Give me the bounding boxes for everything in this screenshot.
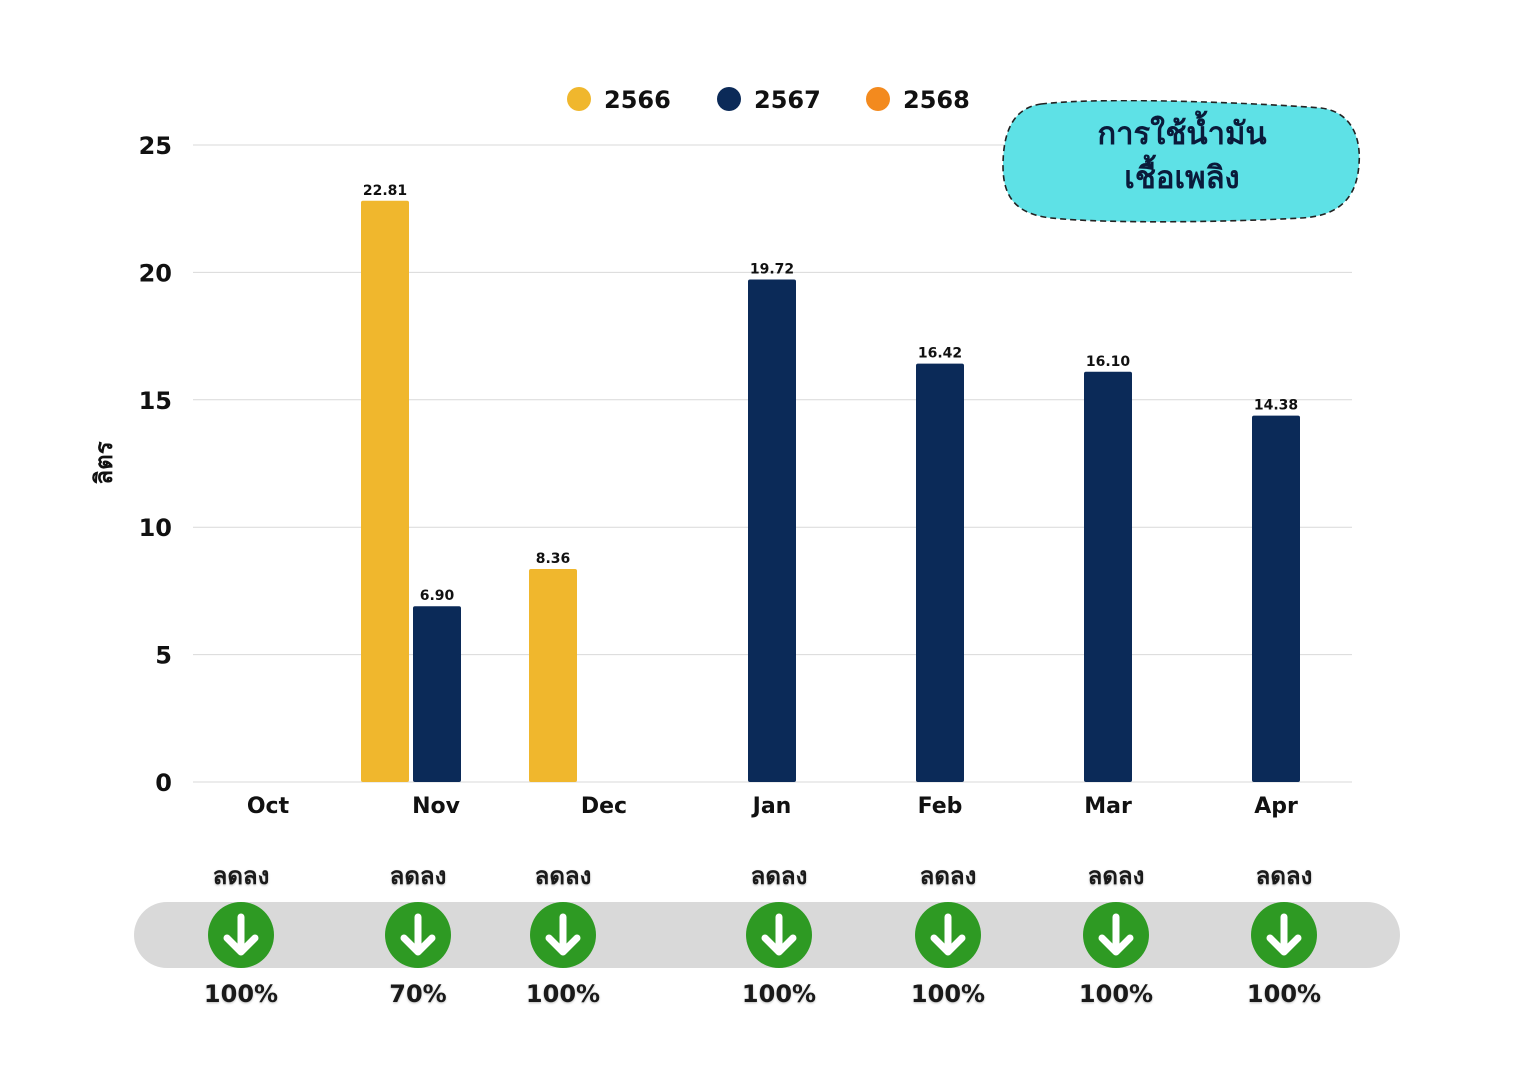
data-label-2567-nov: 6.90: [420, 588, 455, 604]
trend-word: ลดลง: [1255, 862, 1313, 890]
y-tick-label-20: 20: [139, 259, 172, 287]
chart-title-line-1: การใช้น้ำมัน: [1097, 116, 1267, 152]
x-tick-label-nov: Nov: [412, 794, 461, 819]
arrow-down-icon: [915, 902, 981, 968]
legend-label-2567: 2567: [754, 86, 821, 114]
legend-marker-2567: [717, 87, 741, 111]
bar-2567-jan: [748, 279, 796, 782]
trend-percent: 100%: [910, 980, 986, 1008]
data-label-2567-jan: 19.72: [750, 262, 794, 278]
legend-label-2568: 2568: [903, 86, 970, 114]
trend-percent: 70%: [389, 980, 447, 1008]
trend-word: ลดลง: [534, 862, 592, 890]
arrow-down-icon: [1083, 902, 1149, 968]
y-axis-label: ลิตร: [90, 441, 118, 484]
data-label-2567-apr: 14.38: [1254, 398, 1298, 414]
arrow-down-icon: [746, 902, 812, 968]
bar-2566-nov: [361, 200, 409, 782]
data-label-2567-mar: 16.10: [1086, 354, 1131, 370]
trend-item: ลดลง 100%: [883, 856, 1013, 1010]
chart-title: การใช้น้ำมัน เชื้อเพลิง: [1001, 112, 1363, 200]
trend-word: ลดลง: [389, 862, 447, 890]
y-tick-label-0: 0: [155, 769, 172, 797]
x-tick-label-feb: Feb: [918, 794, 963, 819]
data-label-2566-dec: 8.36: [536, 551, 571, 567]
trend-word: ลดลง: [1087, 862, 1145, 890]
chart: 0 5 10 15 20 25 ลิตร Oct Nov Dec Jan Feb Mar Apr 22.81…: [90, 86, 1352, 819]
arrow-down-icon: [208, 902, 274, 968]
trend-item: ลดลง 100%: [714, 856, 844, 1010]
trend-percent: 100%: [203, 980, 279, 1008]
bar-2567-mar: [1084, 371, 1132, 782]
trend-percent: 100%: [525, 980, 601, 1008]
x-tick-label-oct: Oct: [247, 794, 290, 819]
trend-item: ลดลง 100%: [176, 856, 306, 1010]
bar-2567-nov: [413, 606, 461, 782]
y-tick-label-10: 10: [139, 514, 172, 542]
legend-label-2566: 2566: [604, 86, 671, 114]
x-tick-label-jan: Jan: [751, 794, 792, 819]
trend-word: ลดลง: [750, 862, 808, 890]
trend-item: ลดลง 70%: [353, 856, 483, 1010]
legend-marker-2566: [567, 87, 591, 111]
y-tick-label-25: 25: [139, 132, 172, 160]
trend-percent: 100%: [1078, 980, 1154, 1008]
data-label-2566-nov: 22.81: [363, 183, 407, 199]
arrow-down-icon: [385, 902, 451, 968]
trend-item: ลดลง 100%: [1051, 856, 1181, 1010]
x-tick-label-dec: Dec: [581, 794, 627, 819]
bar-2567-feb: [916, 363, 964, 782]
trend-item: ลดลง 100%: [498, 856, 628, 1010]
bar-2566-dec: [529, 568, 577, 782]
trend-word: ลดลง: [919, 862, 977, 890]
y-tick-label-5: 5: [155, 642, 172, 670]
y-tick-label-15: 15: [139, 387, 172, 415]
x-tick-label-mar: Mar: [1084, 794, 1132, 819]
trend-percent: 100%: [1246, 980, 1322, 1008]
trend-item: ลดลง 100%: [1219, 856, 1349, 1010]
trend-percent: 100%: [741, 980, 817, 1008]
title-badge: [1002, 100, 1361, 223]
data-label-2567-feb: 16.42: [918, 346, 962, 362]
arrow-down-icon: [530, 902, 596, 968]
trend-word: ลดลง: [212, 862, 270, 890]
legend-marker-2568: [866, 87, 890, 111]
arrow-down-icon: [1251, 902, 1317, 968]
x-tick-label-apr: Apr: [1254, 794, 1298, 819]
chart-title-line-2: เชื้อเพลิง: [1124, 160, 1240, 196]
bar-2567-apr: [1252, 415, 1300, 782]
